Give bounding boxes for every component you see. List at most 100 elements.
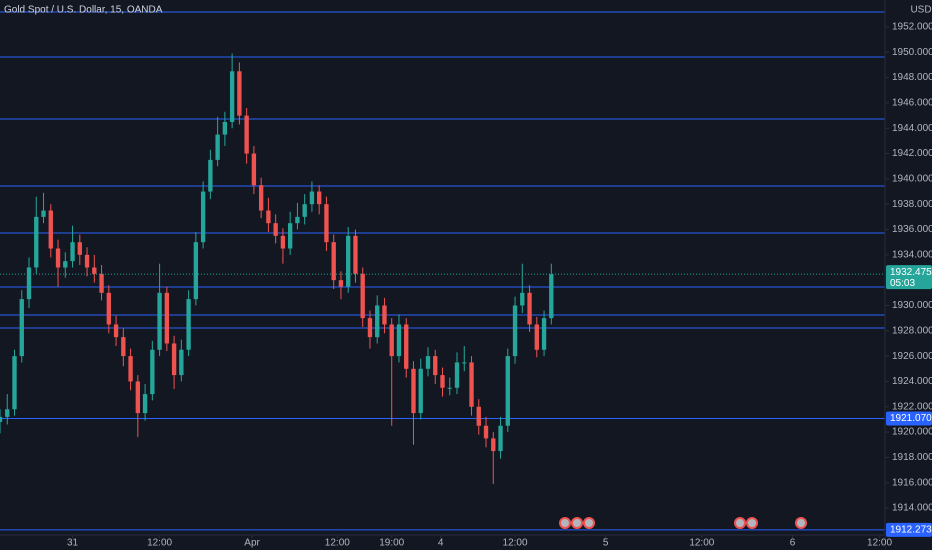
candle-body [418, 368, 423, 414]
candle-body [266, 210, 271, 224]
y-tick-label: 1936.000 [892, 224, 932, 235]
candle-body [309, 191, 315, 205]
candle-body [338, 280, 344, 287]
x-tick-label: 19:00 [379, 538, 404, 549]
candle-body [476, 406, 481, 426]
x-tick-label: 6 [790, 538, 796, 549]
candle-body [360, 273, 365, 319]
plot-area [0, 11, 885, 531]
candle-body [106, 292, 111, 325]
candle-body [258, 185, 264, 211]
candle-body [244, 115, 249, 154]
x-tick-label: 12:00 [325, 538, 350, 549]
candle-body [237, 71, 242, 116]
y-tick-label: 1928.000 [892, 325, 932, 336]
candle-body [287, 223, 293, 249]
candle-body [135, 381, 141, 414]
candle-body [12, 356, 17, 410]
candle-body [34, 216, 39, 268]
candle-body [389, 324, 394, 357]
candle-body [302, 204, 307, 217]
y-tick-label: 1950.000 [892, 47, 932, 58]
candle-body [208, 159, 213, 192]
event-icons [559, 517, 807, 529]
event-icon[interactable] [795, 517, 807, 529]
last-price-box [886, 265, 932, 290]
countdown-label: 05:03 [890, 278, 915, 289]
candle-body [512, 305, 518, 357]
candle-body [324, 204, 329, 243]
x-tick-label: 31 [67, 538, 79, 549]
candle-body [331, 242, 336, 281]
candle-body [462, 362, 467, 364]
candle-body [142, 394, 148, 414]
x-tick-label: 12:00 [689, 538, 714, 549]
candle-body [179, 349, 184, 376]
candle-body [84, 254, 90, 268]
price-label-box [886, 411, 932, 426]
price-label-box [886, 522, 932, 537]
candle-body [440, 375, 445, 388]
candle-body [404, 324, 409, 369]
candle-body [164, 292, 170, 344]
candle-body [193, 242, 199, 300]
candle-body [77, 242, 82, 255]
candle-body [541, 318, 547, 350]
candle-body [55, 248, 61, 268]
candle-body [0, 416, 3, 422]
y-tick-label: 1918.000 [892, 452, 932, 463]
y-tick-label: 1952.000 [892, 22, 932, 33]
y-tick-label: 1916.000 [892, 477, 932, 488]
candle-body [171, 343, 177, 376]
y-tick-label: 1940.000 [892, 174, 932, 185]
y-tick-label: 1930.000 [892, 300, 932, 311]
candle-body [433, 356, 438, 376]
price-label: 1921.070 [890, 413, 932, 424]
event-icon[interactable] [571, 517, 583, 529]
candle-body [5, 409, 10, 417]
candle-body [353, 235, 358, 274]
candle-body [549, 274, 554, 319]
event-icon[interactable] [583, 517, 595, 529]
event-icon[interactable] [734, 517, 746, 529]
candle-body [375, 305, 380, 338]
candle-body [505, 356, 510, 426]
candle-body [469, 362, 474, 407]
candle-body [113, 324, 119, 338]
y-tick-label: 1946.000 [892, 98, 932, 109]
candle-body [41, 210, 46, 217]
candle-body [121, 337, 126, 357]
candle-body [200, 191, 206, 243]
last-price-label: 1932.475 [890, 267, 932, 278]
candle-body [411, 368, 416, 414]
candle-body [454, 362, 460, 388]
candle-body [186, 299, 191, 350]
y-tick-label: 1926.000 [892, 351, 932, 362]
candle-body [26, 267, 32, 300]
price-label: 1912.273 [890, 525, 932, 536]
candle-body [280, 235, 286, 249]
event-icon[interactable] [746, 517, 758, 529]
time-axis [0, 535, 885, 550]
candle-body [70, 242, 75, 262]
candle-body [92, 267, 97, 274]
y-tick-label: 1942.000 [892, 148, 932, 159]
candle-body [447, 387, 452, 389]
y-tick-label: 1920.000 [892, 427, 932, 438]
x-tick-label: 12:00 [147, 538, 172, 549]
event-icon[interactable] [559, 517, 571, 529]
x-tick-label: 4 [438, 538, 444, 549]
x-tick-label: 5 [603, 538, 609, 549]
candle-body [229, 71, 235, 122]
candle-body [534, 324, 539, 350]
candle-body [317, 191, 322, 205]
candle-body [222, 121, 228, 135]
candle-body [215, 134, 220, 160]
candle-body [425, 356, 431, 369]
y-tick-label: 1922.000 [892, 401, 932, 412]
candle-body [396, 324, 402, 357]
y-tick-label: 1948.000 [892, 72, 932, 83]
chart-title: Gold Spot / U.S. Dollar, 15, OANDA [4, 5, 163, 16]
